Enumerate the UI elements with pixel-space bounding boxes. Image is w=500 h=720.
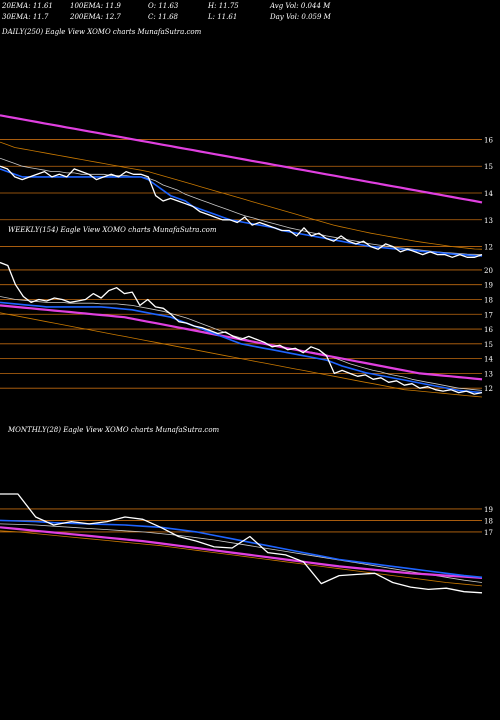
monthly-ema-short-line (0, 523, 483, 583)
monthly-price-line (0, 493, 483, 594)
daily-ema-200-line (0, 114, 483, 204)
daily-ytick-label-1: 15 (484, 163, 493, 171)
daily-price-line (0, 165, 483, 258)
header-avg-vol: Avg Vol: 0.044 M (270, 2, 331, 10)
daily-chart-title: DAILY(250) Eagle View XOMO charts Munafa… (2, 28, 202, 36)
daily-ytick-label-4: 12 (484, 244, 493, 252)
monthly-ema-mid-line (0, 519, 483, 579)
weekly-ema-mid-line (0, 301, 483, 394)
header-low: L: 11.61 (208, 13, 238, 21)
weekly-price-line (0, 261, 483, 395)
weekly-ytick-label-2: 18 (484, 296, 493, 304)
weekly-ema-short-line (0, 296, 483, 391)
weekly-ema-200-line (0, 304, 483, 381)
weekly-ytick-label-1: 19 (484, 282, 493, 290)
header-100ema: 100EMA: 11.9 (70, 2, 121, 10)
header-30ema: 30EMA: 11.7 (2, 13, 49, 21)
weekly-ema-long-line (0, 312, 483, 398)
header-close: C: 11.68 (148, 13, 178, 21)
monthly-ema-long-line (0, 530, 483, 587)
monthly-ytick-label-1: 18 (484, 517, 493, 525)
daily-ytick-label-2: 14 (484, 190, 493, 198)
monthly-ytick-label-0: 19 (484, 506, 493, 514)
weekly-ytick-label-8: 12 (484, 385, 493, 393)
header-open: O: 11.63 (148, 2, 179, 10)
weekly-ytick-label-3: 17 (484, 311, 493, 319)
header-day-vol: Day Vol: 0.059 M (270, 13, 331, 21)
monthly-chart-title: MONTHLY(28) Eagle View XOMO charts Munaf… (8, 426, 220, 434)
weekly-chart-title: WEEKLY(154) Eagle View XOMO charts Munaf… (8, 226, 217, 234)
weekly-ytick-label-7: 13 (484, 370, 493, 378)
daily-ema-mid-line (0, 168, 483, 257)
header-high: H: 11.75 (208, 2, 239, 10)
weekly-ytick-label-5: 15 (484, 341, 493, 349)
daily-ytick-label-3: 13 (484, 217, 493, 225)
header-20ema: 20EMA: 11.61 (2, 2, 53, 10)
daily-ema-short-line (0, 157, 483, 255)
header-200ema: 200EMA: 12.7 (70, 13, 121, 21)
weekly-ytick-label-6: 14 (484, 356, 493, 364)
monthly-ytick-label-2: 17 (484, 529, 493, 537)
daily-ytick-label-0: 16 (484, 136, 493, 144)
monthly-ema-200-line (0, 526, 483, 579)
weekly-ytick-label-4: 16 (484, 326, 493, 334)
daily-ema-long-line (0, 141, 483, 250)
weekly-ytick-label-0: 20 (484, 267, 493, 275)
